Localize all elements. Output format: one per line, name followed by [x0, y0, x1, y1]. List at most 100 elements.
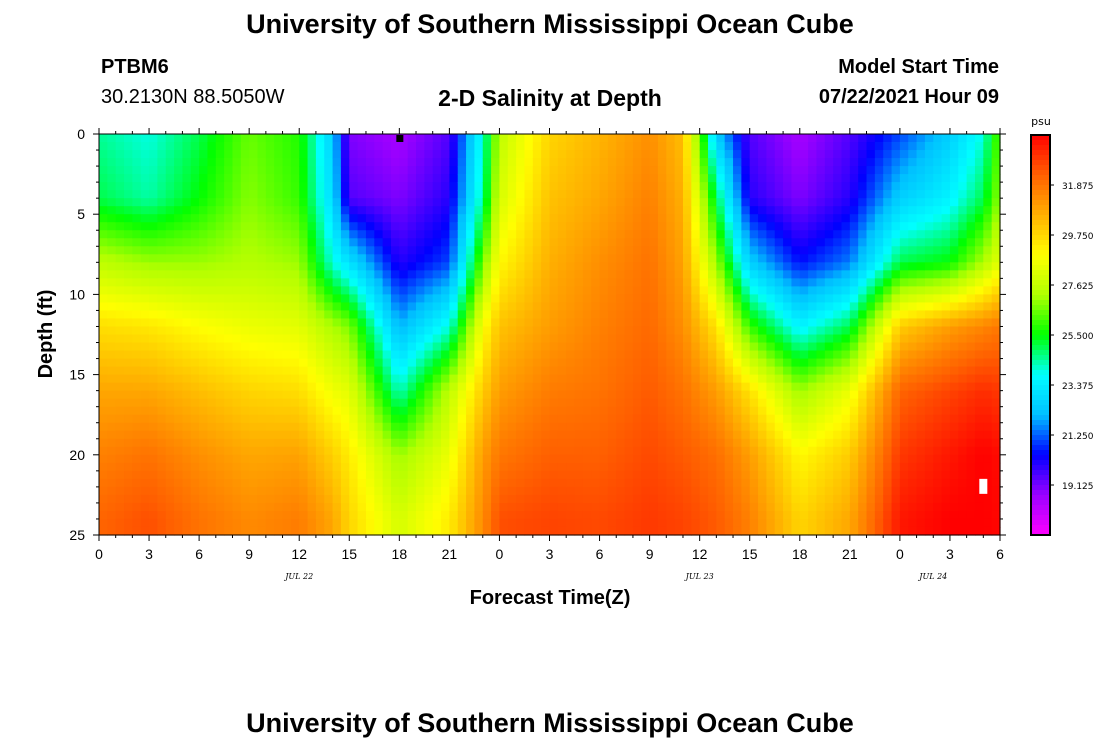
heatmap-cell [149, 526, 158, 536]
heatmap-cell [190, 326, 200, 336]
heatmap-cell [908, 414, 918, 424]
heatmap-cell [666, 526, 676, 536]
heatmap-cell [758, 198, 767, 207]
heatmap-cell [666, 494, 676, 504]
heatmap-cell [866, 214, 876, 223]
heatmap-cell [165, 414, 175, 424]
heatmap-cell [416, 246, 425, 255]
heatmap-cell [257, 366, 267, 376]
heatmap-cell [365, 462, 375, 472]
heatmap-cell [699, 342, 709, 352]
heatmap-cell [357, 350, 367, 360]
heatmap-cell [174, 478, 184, 488]
heatmap-cell [749, 350, 759, 360]
heatmap-cell [574, 174, 584, 183]
heatmap-cell [624, 310, 634, 320]
heatmap-cell [407, 454, 417, 464]
heatmap-cell [758, 286, 767, 295]
heatmap-cell [899, 302, 909, 312]
heatmap-cell [416, 174, 425, 183]
heatmap-cell [382, 342, 392, 352]
heatmap-cell [357, 414, 367, 424]
heatmap-cell [674, 478, 684, 488]
heatmap-cell [507, 230, 517, 239]
heatmap-cell [482, 446, 492, 456]
heatmap-cell [240, 422, 250, 432]
heatmap-cell [407, 446, 417, 456]
heatmap-cell [390, 214, 400, 223]
heatmap-cell [858, 446, 868, 456]
heatmap-cell [491, 198, 501, 207]
heatmap-cell [766, 462, 776, 472]
heatmap-cell [774, 222, 784, 231]
heatmap-cell [632, 398, 642, 408]
heatmap-cell [708, 430, 717, 440]
heatmap-cell [107, 150, 117, 159]
heatmap-cell [499, 318, 509, 328]
heatmap-cell [357, 518, 367, 528]
heatmap-cell [340, 502, 350, 512]
heatmap-cell [899, 262, 909, 271]
heatmap-cell [374, 254, 384, 263]
heatmap-cell [849, 350, 859, 360]
heatmap-cell [783, 182, 793, 191]
heatmap-cell [199, 374, 209, 384]
heatmap-cell [182, 486, 192, 496]
heatmap-cell [132, 190, 142, 199]
heatmap-cell [324, 478, 334, 488]
heatmap-cell [257, 302, 267, 312]
heatmap-cell [432, 294, 442, 304]
heatmap-cell [616, 286, 626, 295]
heatmap-cell [407, 150, 417, 159]
heatmap-cell [607, 478, 617, 488]
heatmap-cell [157, 326, 167, 336]
heatmap-cell [424, 526, 434, 536]
heatmap-cell [841, 510, 851, 520]
heatmap-cell [641, 278, 651, 287]
heatmap-cell [174, 254, 184, 263]
heatmap-cell [557, 198, 567, 207]
heatmap-cell [791, 182, 801, 191]
heatmap-cell [374, 502, 384, 512]
heatmap-cell [924, 230, 934, 239]
heatmap-cell [357, 198, 367, 207]
heatmap-cell [557, 366, 567, 376]
heatmap-cell [524, 358, 534, 368]
heatmap-cell [524, 366, 534, 376]
heatmap-cell [924, 374, 934, 384]
heatmap-cell [566, 486, 576, 496]
heatmap-cell [224, 190, 234, 199]
heatmap-cell [390, 190, 400, 199]
heatmap-cell [374, 302, 384, 312]
heatmap-cell [799, 414, 809, 424]
heatmap-grid [99, 134, 1001, 536]
heatmap-cell [699, 246, 709, 255]
heatmap-cell [574, 302, 584, 312]
heatmap-cell [816, 454, 826, 464]
heatmap-cell [774, 430, 784, 440]
heatmap-cell [182, 398, 192, 408]
heatmap-cell [874, 430, 884, 440]
heatmap-cell [599, 430, 609, 440]
heatmap-cell [733, 454, 742, 464]
heatmap-cell [132, 166, 142, 175]
heatmap-cell [657, 374, 667, 384]
heatmap-cell [649, 190, 659, 199]
heatmap-cell [758, 342, 767, 352]
heatmap-cell [499, 502, 509, 512]
heatmap-cell [733, 486, 742, 496]
heatmap-cell [824, 422, 834, 432]
heatmap-cell [174, 486, 184, 496]
heatmap-cell [265, 158, 275, 167]
heatmap-cell [124, 134, 133, 143]
heatmap-cell [190, 438, 200, 448]
heatmap-cell [724, 326, 734, 336]
heatmap-cell [916, 430, 926, 440]
heatmap-cell [399, 150, 409, 159]
heatmap-cell [749, 430, 759, 440]
heatmap-cell [499, 334, 509, 344]
heatmap-cell [132, 222, 142, 231]
heatmap-cell [365, 198, 375, 207]
heatmap-cell [624, 438, 634, 448]
heatmap-cell [733, 430, 742, 440]
